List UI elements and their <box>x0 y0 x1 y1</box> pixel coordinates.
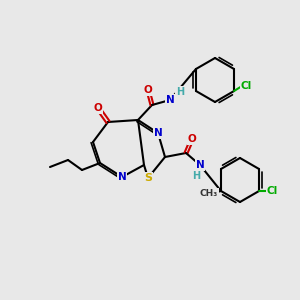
Text: N: N <box>196 160 204 170</box>
Text: O: O <box>188 134 196 144</box>
Text: H: H <box>192 171 200 181</box>
Text: Cl: Cl <box>240 81 252 91</box>
Text: O: O <box>94 103 102 113</box>
Text: O: O <box>144 85 152 95</box>
Text: CH₃: CH₃ <box>200 188 218 197</box>
Text: N: N <box>166 95 174 105</box>
Text: N: N <box>154 128 162 138</box>
Text: Cl: Cl <box>266 186 278 196</box>
Text: N: N <box>118 172 126 182</box>
Text: S: S <box>144 173 152 183</box>
Text: H: H <box>176 87 184 97</box>
